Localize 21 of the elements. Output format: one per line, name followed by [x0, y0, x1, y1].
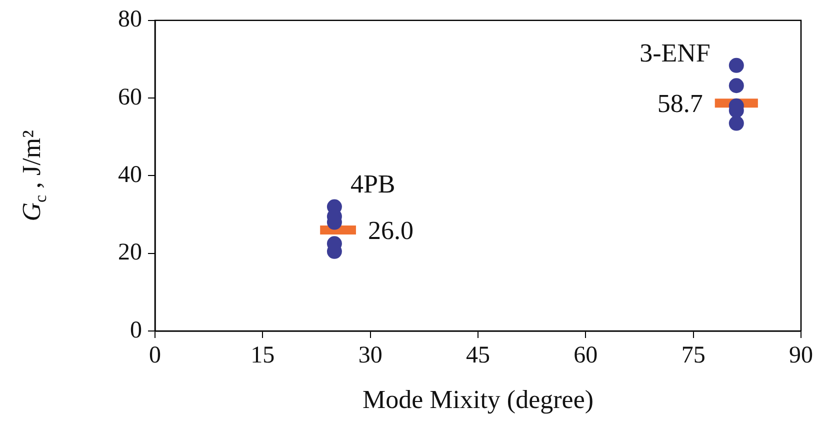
x-tick-label: 90	[789, 342, 813, 369]
data-label: 26.0	[368, 216, 414, 245]
annotation: 4PB	[350, 170, 396, 199]
annotation: 3-ENF	[640, 38, 710, 68]
x-tick-label: 60	[574, 342, 598, 369]
y-tick-label: 40	[118, 162, 142, 188]
y-tick-label: 80	[118, 6, 142, 33]
x-tick-label: 0	[149, 342, 161, 369]
x-axis-title: Mode Mixity (degree)	[362, 385, 594, 414]
y-tick-label: 60	[118, 84, 142, 110]
point	[728, 116, 744, 131]
x-tick-label: 45	[466, 342, 490, 369]
y-tick-label: 20	[118, 240, 142, 266]
y-tick-label: 0	[130, 317, 142, 344]
x-tick-label: 15	[250, 342, 275, 369]
data-label: 58.7	[657, 88, 703, 118]
point	[728, 78, 744, 94]
point	[728, 58, 744, 73]
y-axis-title: Gc , J/m²	[17, 130, 50, 222]
x-tick-label: 30	[358, 342, 382, 369]
x-tick-label: 75	[681, 342, 706, 369]
